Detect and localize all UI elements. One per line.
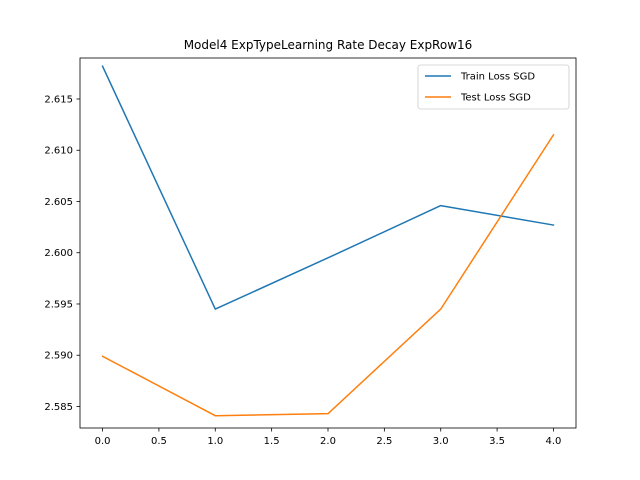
legend-label: Train Loss SGD	[460, 72, 535, 83]
plot-frame	[79, 57, 577, 429]
x-tick-label: 2.0	[320, 436, 336, 447]
chart-title: Model4 ExpTypeLearning Rate Decay ExpRow…	[184, 38, 473, 52]
y-tick-label: 2.590	[44, 351, 73, 362]
y-tick-label: 2.585	[44, 402, 73, 413]
legend-box	[417, 64, 570, 110]
x-tick-label: 0.5	[151, 436, 167, 447]
legend-label: Test Loss SGD	[460, 93, 531, 104]
x-tick-label: 3.0	[433, 436, 449, 447]
series-layer	[101, 65, 555, 417]
legend: Train Loss SGD Test Loss SGD	[417, 64, 570, 110]
y-tick-label: 2.605	[44, 197, 73, 208]
series-line-train-loss	[101, 65, 555, 310]
x-tick-label: 1.5	[264, 436, 280, 447]
x-tick-label: 0.0	[95, 436, 111, 447]
y-axis: 2.585 2.590 2.595 2.600 2.605 2.610 2.615	[44, 94, 80, 413]
y-tick-label: 2.595	[44, 299, 73, 310]
series-line-test-loss	[101, 133, 555, 417]
y-tick-label: 2.610	[44, 146, 73, 157]
x-tick-label: 3.5	[489, 436, 505, 447]
y-tick-label: 2.600	[44, 248, 73, 259]
x-tick-label: 2.5	[376, 436, 392, 447]
x-axis: 0.0 0.5 1.0 1.5 2.0 2.5 3.0 3.5 4.0	[95, 428, 562, 447]
x-tick-label: 1.0	[207, 436, 223, 447]
x-tick-label: 4.0	[546, 436, 562, 447]
y-tick-label: 2.615	[44, 94, 73, 105]
